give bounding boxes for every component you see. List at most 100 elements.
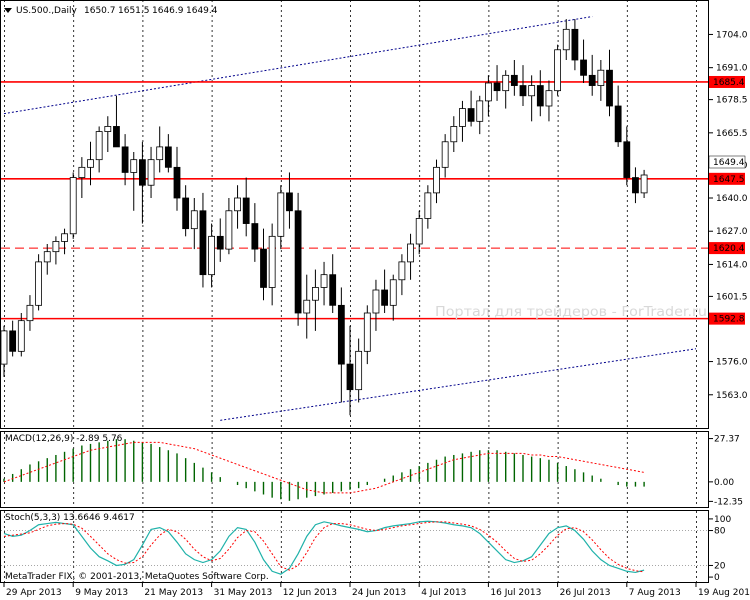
time-tick-label: 12 Jun 2013	[283, 588, 337, 598]
macd-tick-label: 27.37	[714, 435, 740, 445]
candle-bull	[190, 210, 198, 230]
close-value: 1649.4	[186, 6, 218, 16]
candle-bear	[580, 59, 587, 76]
dropdown-triangle-icon[interactable]	[4, 8, 12, 13]
time-axis: 29 Apr 2013 9 May 2013 21 May 2013 31 May 2…	[3, 583, 750, 598]
candle-bull	[562, 28, 570, 51]
candle-bull	[87, 159, 94, 168]
candle-bull	[95, 131, 103, 161]
stoch-tick-label: 20	[714, 561, 726, 571]
time-tick-label: 19 Aug 2013	[698, 588, 750, 598]
candle-bear	[381, 289, 389, 306]
candle-bull	[69, 177, 77, 235]
candle-bull	[441, 141, 449, 168]
candle-bull	[52, 241, 60, 253]
stoch-title: Stoch(5,3,3) 13.6646 9.4617	[5, 513, 135, 523]
high-value: 1651.5	[118, 6, 150, 16]
candle-bull	[225, 210, 233, 250]
candle-bear	[121, 146, 129, 173]
level-price-box	[709, 75, 745, 88]
candle-bear	[251, 223, 259, 250]
macd-plot: 27.37 0.00 -12.35	[3, 435, 743, 507]
candle-bull	[433, 166, 440, 194]
candle-bull	[78, 166, 86, 178]
time-tick-label: 9 May 2013	[75, 588, 128, 598]
macd-title: MACD(12,26,9) -2.89 5.76	[5, 434, 123, 444]
price-tick-label: 1576.0	[716, 358, 748, 368]
level-price-box	[709, 242, 745, 255]
stoch-main-line	[3, 520, 645, 575]
candle-bull	[398, 261, 406, 281]
candle-bull	[415, 218, 423, 245]
copyright-text: MetaTrader FIX, © 2001-2013, MetaQuotes …	[5, 572, 269, 582]
level-price-label: 1647.5	[713, 175, 745, 185]
price-axis: 1704.01691.01678.51665.51653.01640.01627…	[708, 30, 748, 401]
candle-bear	[138, 159, 146, 186]
candle-bear	[337, 304, 345, 365]
time-tick-label: 29 Apr 2013	[6, 588, 62, 598]
candles	[0, 19, 648, 416]
time-tick-label: 26 Jul 2013	[560, 588, 611, 598]
candle-bull	[156, 146, 164, 161]
macd-panel	[0, 431, 709, 508]
time-tick-label: 7 Aug 2013	[629, 588, 681, 598]
candle-bear	[329, 274, 337, 306]
channel-line-1	[220, 348, 697, 421]
channel-lines	[3, 16, 697, 421]
candle-bull	[17, 320, 25, 352]
candle-bull	[355, 350, 363, 391]
low-value: 1646.9	[152, 6, 184, 16]
time-tick-label: 21 May 2013	[144, 588, 203, 598]
price-tick-label: 1563.0	[716, 391, 748, 401]
level-price-label: 1592.8	[713, 315, 745, 325]
candle-bear	[571, 28, 579, 61]
candle-bull	[484, 82, 492, 102]
candle-bear	[173, 166, 181, 199]
candle-bear	[199, 210, 207, 276]
candle-bull	[147, 159, 155, 186]
candle-bear	[113, 126, 120, 148]
time-tick-label: 16 Jul 2013	[490, 588, 541, 598]
level-price-box	[709, 312, 745, 325]
macd-signal-line	[3, 441, 645, 494]
candle-bull	[545, 90, 553, 107]
candle-bull	[311, 287, 319, 301]
candle-bear	[588, 74, 596, 86]
candle-bear	[242, 197, 250, 224]
price-tick-label: 1614.0	[716, 260, 748, 270]
candle-bull	[389, 279, 397, 306]
candle-bull	[208, 235, 216, 276]
candle-bull	[450, 126, 458, 143]
price-tick-label: 1627.0	[716, 227, 748, 237]
candle-bull	[320, 274, 328, 288]
candle-bear	[346, 363, 354, 391]
stoch-tick-label: 0	[714, 573, 720, 583]
level-price-label: 1685.4	[713, 78, 745, 88]
stoch-tick-label: 80	[714, 527, 726, 537]
candle-bull	[459, 108, 466, 127]
candle-bull	[424, 192, 432, 219]
candle-bull	[640, 174, 648, 194]
candle-bear	[286, 192, 293, 212]
candle-bull	[554, 49, 561, 92]
candle-bear	[493, 82, 501, 92]
candle-bull	[502, 74, 510, 92]
candle-bull	[35, 261, 42, 306]
macd-tick-label: -12.35	[714, 497, 743, 507]
stoch-panel	[0, 510, 709, 583]
candle-bull	[303, 299, 311, 314]
price-tick-label: 1640.0	[716, 194, 748, 204]
candle-bear	[606, 69, 613, 107]
candle-bull	[277, 192, 285, 237]
macd-tick-label: 0.00	[714, 478, 734, 488]
time-tick-label: 31 May 2013	[214, 588, 273, 598]
candle-bull	[104, 126, 112, 132]
candle-bear	[623, 141, 631, 178]
level-price-box	[709, 172, 745, 185]
candle-bear	[182, 197, 190, 230]
candle-bear	[510, 74, 518, 86]
candle-bull	[372, 289, 380, 314]
candle-bear	[632, 177, 639, 194]
level-price-label: 1620.4	[713, 244, 745, 254]
stoch-signal-line	[3, 521, 645, 573]
